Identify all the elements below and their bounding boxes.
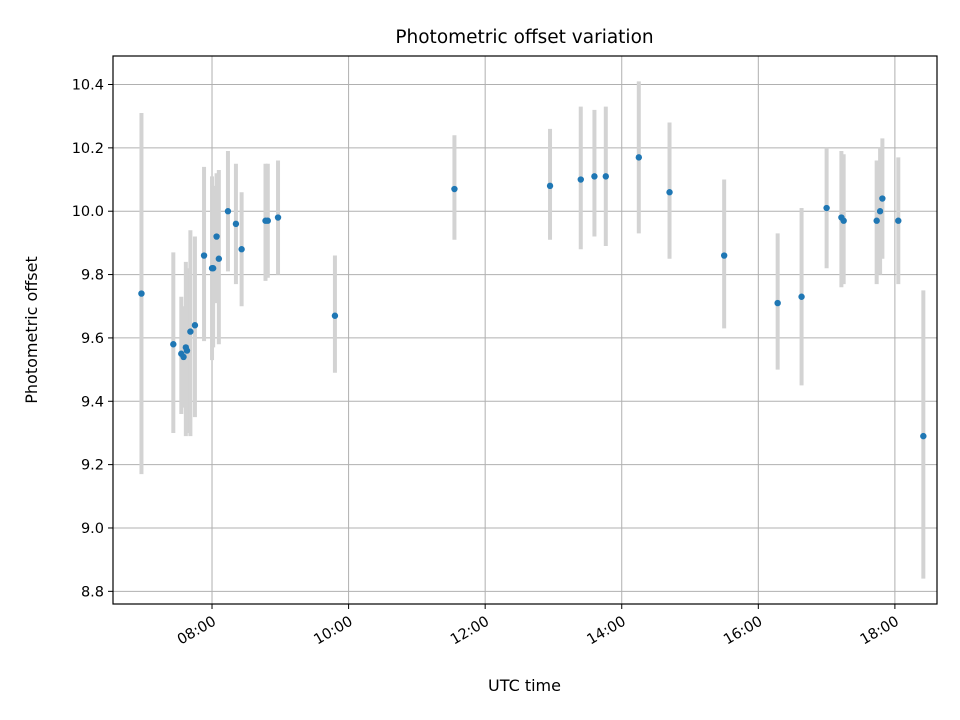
y-tick-label: 8.8: [81, 584, 104, 600]
y-axis-title: Photometric offset: [22, 256, 41, 404]
data-point: [823, 204, 830, 212]
data-point: [720, 252, 728, 259]
data-point: [224, 208, 232, 215]
data-point: [895, 217, 902, 224]
y-tick-label: 9.8: [81, 268, 104, 284]
y-tick-label: 10.2: [72, 141, 104, 157]
data-point: [577, 176, 584, 183]
data-point: [183, 347, 191, 354]
y-tick-label: 10.0: [72, 204, 104, 220]
data-point: [187, 328, 194, 335]
data-point: [879, 195, 886, 202]
data-point: [191, 322, 199, 329]
data-points: [138, 154, 927, 440]
data-point: [180, 353, 187, 361]
y-tick-label: 9.6: [81, 331, 104, 347]
data-point: [232, 220, 240, 228]
data-point: [200, 252, 208, 259]
data-point: [591, 173, 598, 180]
data-point: [170, 341, 177, 348]
data-point: [666, 189, 673, 196]
data-point: [138, 290, 145, 297]
data-point: [331, 312, 339, 319]
data-point: [873, 217, 880, 224]
y-tick-label: 9.2: [81, 458, 104, 474]
data-point: [264, 217, 271, 224]
data-point: [546, 182, 554, 190]
data-point: [213, 233, 220, 240]
data-point: [602, 173, 610, 180]
x-axis-title: UTC time: [488, 676, 561, 695]
data-point: [209, 265, 217, 272]
data-point: [798, 293, 805, 300]
data-point: [215, 255, 223, 262]
y-tick-label: 10.4: [72, 78, 104, 94]
data-point: [876, 208, 884, 215]
data-point: [238, 246, 245, 253]
chart-title: Photometric offset variation: [395, 27, 653, 48]
data-point: [774, 299, 781, 307]
data-point: [840, 217, 847, 224]
data-point: [451, 185, 458, 193]
y-tick-label: 9.0: [81, 521, 104, 537]
data-point: [274, 214, 282, 221]
y-axis-ticks: 8.8 9.0 9.2 9.4 9.6 9.8 10.0 10.2 10.4: [72, 78, 113, 600]
data-point: [920, 432, 927, 440]
data-point: [635, 154, 643, 161]
plot-frame: [112, 55, 938, 605]
y-tick-label: 9.4: [81, 394, 104, 410]
